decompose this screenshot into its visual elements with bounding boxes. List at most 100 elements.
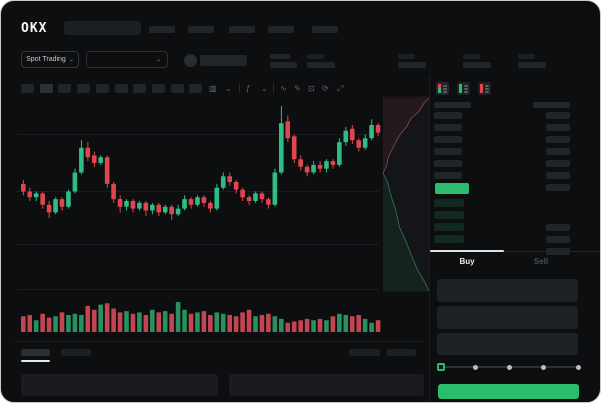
nav-item[interactable] [188,26,214,33]
divider [430,251,600,252]
divider [429,76,430,402]
indicators-icon[interactable]: ƒ [246,84,251,93]
nav-item[interactable] [229,26,255,33]
divider [13,341,425,342]
divider [239,83,240,93]
stat-label-skeleton [463,54,480,59]
toggle-line [443,91,447,93]
stat-value-skeleton [518,62,546,68]
slider-stop-dot[interactable] [472,364,478,370]
orderbook-header-amount [533,102,570,108]
ask-price-skeleton[interactable] [434,172,462,179]
stat-label-skeleton [398,54,415,59]
toggle-line [464,91,468,93]
ask-amount-skeleton [546,184,570,191]
book-bids-icon[interactable] [457,82,470,95]
toggle-color-column [459,84,462,93]
toggle-line [443,85,447,87]
book-both-icon[interactable] [436,82,449,95]
chart-canvas[interactable] [13,96,431,336]
bid-amount-skeleton [546,236,570,243]
line-tool-icon[interactable]: ∿ [280,84,287,93]
chevron-down-icon[interactable]: ⌄ [225,84,232,93]
okx-logo: OKX [21,21,48,36]
total-input[interactable] [437,333,578,355]
candlestick-chart[interactable] [13,96,431,336]
toggle-line [464,85,468,87]
coin-avatar [184,54,197,67]
orders-tab-inactive[interactable] [61,349,91,356]
toggle-line [485,88,489,90]
toggle-line [464,88,468,90]
orders-tab-active[interactable] [21,349,50,356]
nav-item[interactable] [312,26,338,33]
timeframe-button[interactable] [21,84,34,93]
pair-select-dropdown[interactable]: ⌄ [86,51,168,68]
ask-price-skeleton[interactable] [434,160,462,167]
tab-buy[interactable]: Buy [459,257,475,266]
toggle-line [485,85,489,87]
stat-label-skeleton [307,54,324,59]
ask-price-skeleton[interactable] [434,124,462,131]
ask-amount-skeleton [546,136,570,143]
ask-price-skeleton[interactable] [434,136,462,143]
nav-item[interactable] [268,26,294,33]
orderbook-header-price [434,102,471,108]
amount-input[interactable] [437,306,578,329]
toggle-line [443,88,447,90]
search-input[interactable] [64,21,141,35]
active-tab-underline [21,360,50,362]
toggle-color-column [438,84,441,93]
ask-amount-skeleton [546,148,570,155]
chevron-down-icon: ⌄ [68,56,74,63]
price-input[interactable] [437,279,578,302]
slider-handle[interactable] [437,363,445,371]
book-asks-icon[interactable] [478,82,491,95]
ask-amount-skeleton [546,160,570,167]
orders-filter-control[interactable] [349,349,380,356]
bid-price-skeleton[interactable] [434,223,464,231]
pair-name-skeleton [200,55,247,66]
timeframe-button[interactable] [133,84,146,93]
timeframe-button[interactable] [152,84,165,93]
bid-price-skeleton[interactable] [434,199,464,207]
stat-value-skeleton [398,62,426,68]
refresh-icon[interactable]: ⟳ [322,84,329,93]
timeframe-button[interactable] [189,84,202,93]
nav-item[interactable] [149,26,175,33]
timeframe-button[interactable] [58,84,71,93]
ask-amount-skeleton [546,172,570,179]
chart-type-candle-icon[interactable]: ▥ [209,84,217,93]
slider-stop-dot[interactable] [507,364,512,370]
timeframe-button[interactable] [96,84,109,93]
orders-filter-control[interactable] [387,349,416,356]
market-type-label: Spot Trading [26,56,66,63]
timeframe-button[interactable] [171,84,184,93]
toggle-line [485,91,489,93]
buy-tab-underline [430,250,504,252]
timeframe-button[interactable] [115,84,128,93]
slider-stop-dot[interactable] [541,364,547,370]
screenshot-icon[interactable]: ⊡ [308,84,315,93]
ask-price-skeleton[interactable] [434,148,462,155]
stat-label-skeleton [518,54,535,59]
draw-tool-icon[interactable]: ✎ [294,84,301,93]
bid-price-skeleton[interactable] [434,211,464,219]
tab-sell[interactable]: Sell [533,257,549,266]
ask-amount-skeleton [546,112,570,119]
bid-amount-skeleton [546,224,570,231]
last-price-badge[interactable] [435,183,469,194]
timeframe-button[interactable] [77,84,90,93]
bid-price-skeleton[interactable] [434,235,464,243]
slider-stop-dot[interactable] [575,364,581,370]
market-type-dropdown[interactable]: Spot Trading ⌄ [21,51,79,68]
order-tabs: Buy Sell [430,257,578,266]
orders-table-skeleton [229,374,424,396]
fullscreen-icon[interactable]: ⤢ [337,84,344,93]
timeframe-button[interactable] [40,84,53,93]
stat-value-skeleton [307,62,335,68]
chevron-down-icon[interactable]: ⌄ [261,84,268,93]
ask-price-skeleton[interactable] [434,112,462,119]
buy-submit-button[interactable] [438,384,579,399]
